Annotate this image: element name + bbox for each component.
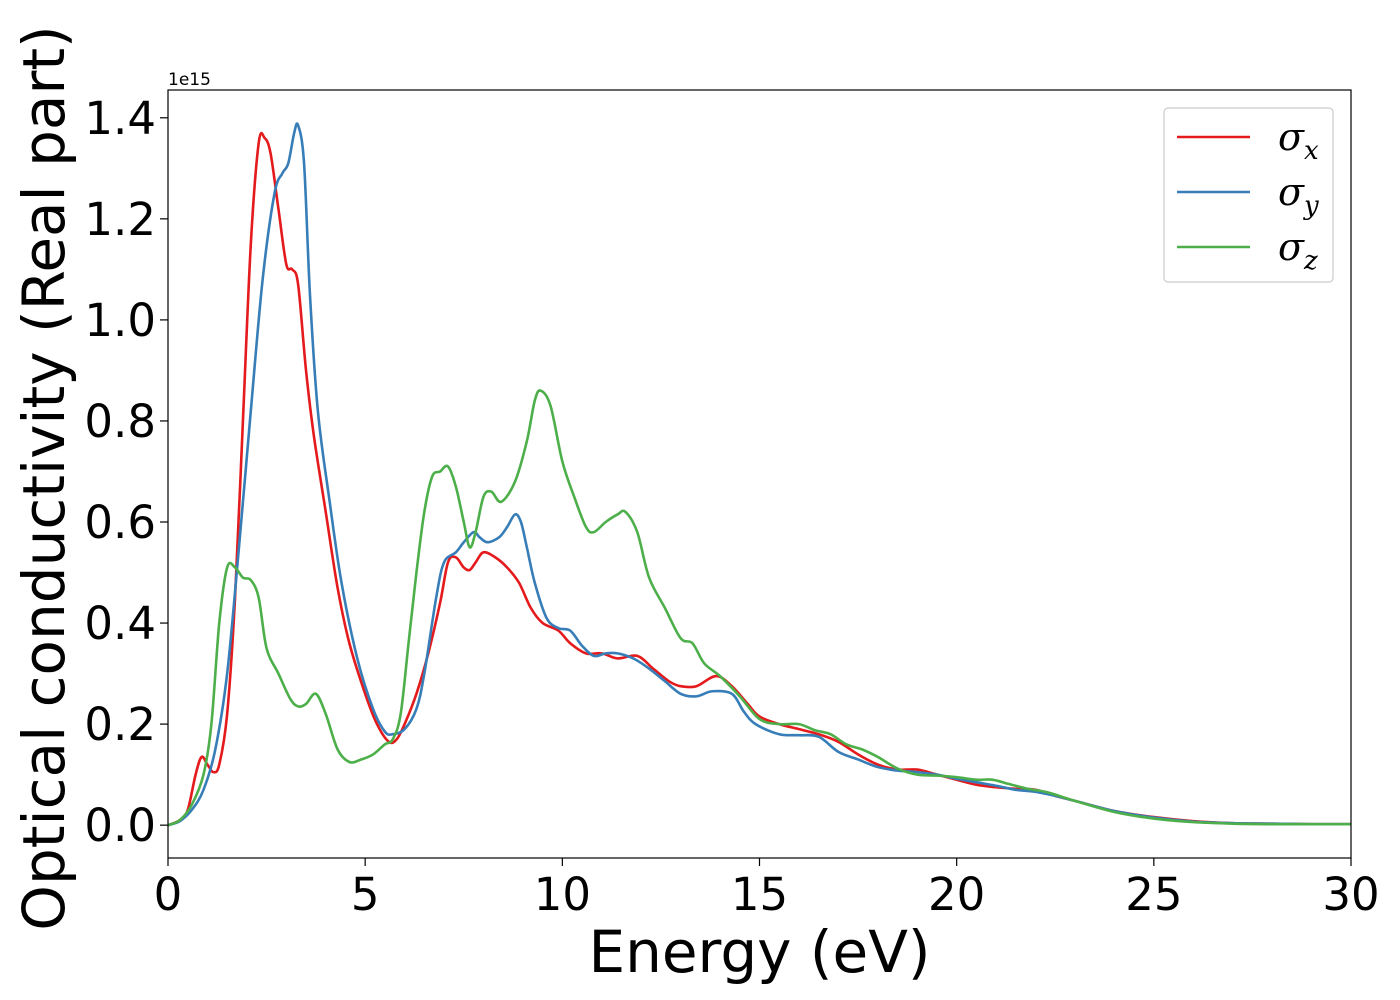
x-tick-label: 25 bbox=[1125, 868, 1182, 921]
y-axis: 0.0 0.2 0.4 0.6 0.8 1.0 1.2 1.4 bbox=[84, 92, 168, 852]
x-tick-label: 20 bbox=[928, 868, 985, 921]
legend-entry-sigma-y: σy bbox=[1278, 170, 1319, 221]
y-tick-label: 1.4 bbox=[84, 92, 156, 145]
x-tick-label: 5 bbox=[351, 868, 380, 921]
y-axis-offset-label: 1e15 bbox=[168, 70, 211, 90]
y-tick-label: 0.6 bbox=[84, 496, 156, 549]
y-axis-title: Optical conductivity (Real part) bbox=[10, 25, 78, 930]
series-line-sigma-z bbox=[168, 389, 1351, 827]
y-tick-label: 0.8 bbox=[84, 395, 156, 448]
x-tick-label: 30 bbox=[1322, 868, 1379, 921]
y-tick-label: 0.4 bbox=[84, 597, 156, 650]
x-tick-label: 10 bbox=[534, 868, 591, 921]
legend-box bbox=[1163, 107, 1334, 283]
legend-entry-sigma-z: σz bbox=[1278, 225, 1318, 276]
x-axis: 0 5 10 15 20 25 30 bbox=[154, 858, 1380, 921]
y-tick-label: 0.0 bbox=[84, 799, 156, 852]
y-tick-label: 0.2 bbox=[84, 698, 156, 751]
x-axis-title: Energy (eV) bbox=[588, 918, 930, 986]
x-tick-label: 0 bbox=[154, 868, 183, 921]
y-tick-label: 1.2 bbox=[84, 193, 156, 246]
legend-entry-sigma-x: σx bbox=[1278, 115, 1319, 166]
series-layer bbox=[168, 122, 1351, 827]
y-tick-label: 1.0 bbox=[84, 294, 156, 347]
x-tick-label: 15 bbox=[731, 868, 788, 921]
